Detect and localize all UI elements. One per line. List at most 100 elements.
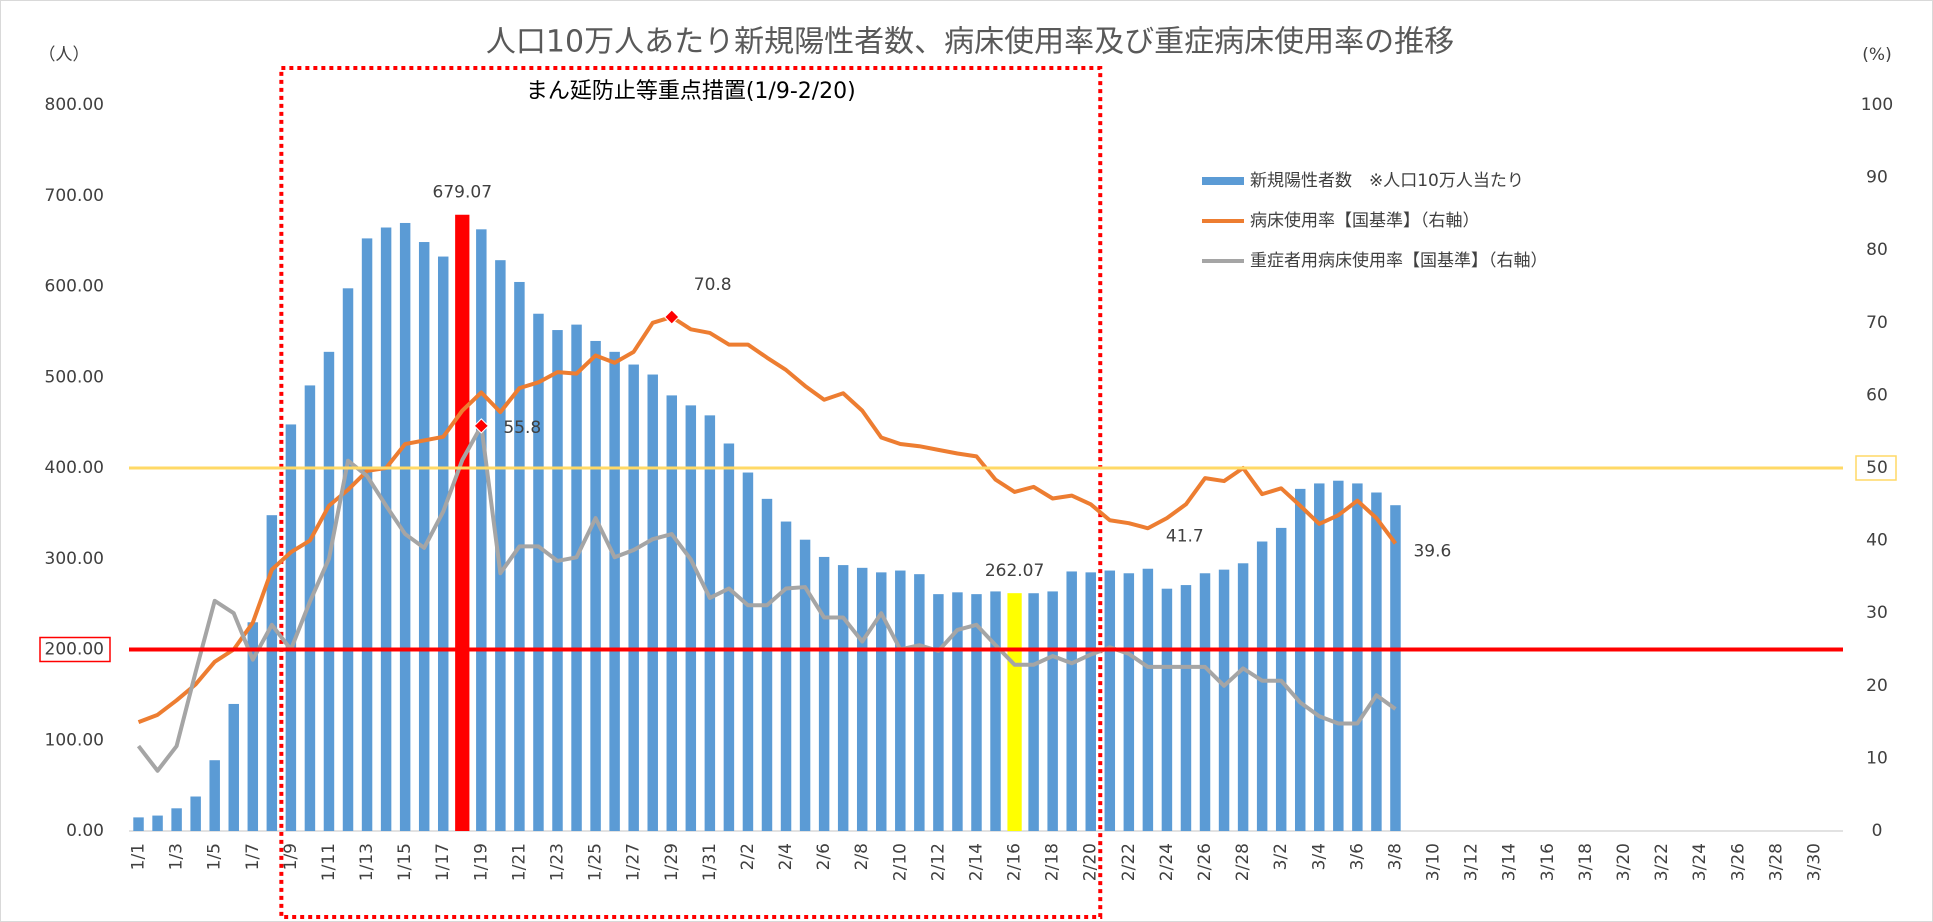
point-marker <box>664 309 680 325</box>
bar <box>647 374 658 831</box>
bar <box>704 415 716 831</box>
x-tick-label: 1/19 <box>471 843 491 881</box>
bar <box>971 594 982 831</box>
x-tick-label: 1/11 <box>319 843 339 881</box>
bar <box>455 214 470 832</box>
x-tick-label: 3/6 <box>1347 843 1367 870</box>
line <box>137 314 1398 724</box>
bar <box>380 227 392 831</box>
bar <box>818 556 830 831</box>
bar <box>552 330 563 831</box>
y-tick-label: 300.00 <box>45 549 104 569</box>
bar <box>1085 572 1096 831</box>
y2-tick-label: 60 <box>1866 385 1888 405</box>
bar <box>933 594 944 831</box>
x-tick-label: 3/2 <box>1271 843 1291 870</box>
x-tick-label: 2/16 <box>1005 843 1025 881</box>
bar <box>285 424 297 831</box>
bar <box>723 443 735 831</box>
x-tick-label: 3/12 <box>1462 843 1482 881</box>
x-tick-label: 3/4 <box>1309 843 1329 870</box>
bar <box>152 815 163 831</box>
bar <box>666 395 678 831</box>
bar <box>1104 570 1116 831</box>
bar <box>1256 541 1268 831</box>
bar <box>133 817 144 831</box>
y2-tick-label: 70 <box>1866 313 1888 333</box>
bar <box>1123 573 1135 831</box>
chart-title: 人口10万人あたり新規陽性者数、病床使用率及び重症病床使用率の推移 <box>486 25 1454 60</box>
x-tick-label: 3/30 <box>1804 843 1824 881</box>
legend-label: 重症者用病床使用率【国基準】（右軸） <box>1250 250 1548 271</box>
bar <box>1199 573 1211 831</box>
bar <box>247 622 259 831</box>
bar <box>1314 483 1325 831</box>
y2-tick-label: 30 <box>1866 603 1888 623</box>
x-tick-label: 1/23 <box>548 843 568 881</box>
bar <box>590 340 601 831</box>
point-marker <box>473 418 490 434</box>
x-tick-label: 2/14 <box>966 843 986 881</box>
bar <box>1371 492 1382 831</box>
bar <box>323 351 335 831</box>
bar <box>361 238 373 832</box>
bar <box>209 760 220 831</box>
y2-tick-label: 0 <box>1872 821 1883 841</box>
period-box <box>279 66 1103 919</box>
bar <box>514 281 525 831</box>
y-tick-label: 100.00 <box>45 730 104 750</box>
bar <box>742 472 754 831</box>
bar <box>1390 505 1401 831</box>
x-tick-label: 2/18 <box>1043 843 1063 881</box>
bar <box>1161 588 1173 831</box>
bar <box>895 570 906 831</box>
bar <box>628 364 639 831</box>
bar <box>1237 563 1249 831</box>
x-tick-label: 2/4 <box>776 843 796 870</box>
bar <box>799 539 811 831</box>
x-tick-label: 1/29 <box>662 843 682 881</box>
y-tick-label: 400.00 <box>45 458 104 478</box>
legend-label: 新規陽性者数 ※人口10万人当たり <box>1250 171 1524 191</box>
bar <box>1028 593 1039 831</box>
x-tick-label: 2/22 <box>1119 843 1139 881</box>
bar <box>780 521 792 831</box>
x-tick-label: 2/28 <box>1233 843 1253 881</box>
bar <box>1294 488 1306 831</box>
y-tick-label: 800.00 <box>45 95 104 115</box>
y2-tick-label: 50 <box>1866 458 1888 478</box>
x-tick-label: 1/9 <box>281 843 301 870</box>
x-tick-label: 1/21 <box>509 843 529 881</box>
bar <box>761 498 773 831</box>
y-axis-unit: （人） <box>39 45 90 65</box>
y2-axis-unit: (%) <box>1862 45 1891 65</box>
data-label: 679.07 <box>433 183 492 203</box>
bar <box>342 288 354 831</box>
bar <box>1218 569 1230 831</box>
x-tick-label: 3/8 <box>1385 843 1405 870</box>
bar <box>1066 571 1077 831</box>
x-tick-label: 3/26 <box>1728 843 1748 881</box>
bar <box>1047 591 1058 831</box>
bar <box>171 808 182 831</box>
x-tick-label: 1/3 <box>167 843 187 870</box>
bar <box>685 405 697 831</box>
x-tick-label: 2/24 <box>1157 843 1177 881</box>
x-tick-label: 3/16 <box>1538 843 1558 881</box>
bar <box>876 572 887 831</box>
bar <box>1180 585 1192 831</box>
y2-tick-label: 90 <box>1866 168 1888 188</box>
y2-tick-label: 20 <box>1866 676 1888 696</box>
bar <box>952 592 963 831</box>
x-tick-label: 1/27 <box>624 843 644 881</box>
x-tick-label: 1/31 <box>700 843 720 881</box>
tick-highlight <box>39 636 111 663</box>
x-tick-label: 3/28 <box>1766 843 1786 881</box>
bar <box>1142 568 1154 831</box>
bar <box>837 565 849 831</box>
x-tick-label: 1/15 <box>395 843 415 881</box>
x-tick-label: 3/10 <box>1424 843 1444 881</box>
